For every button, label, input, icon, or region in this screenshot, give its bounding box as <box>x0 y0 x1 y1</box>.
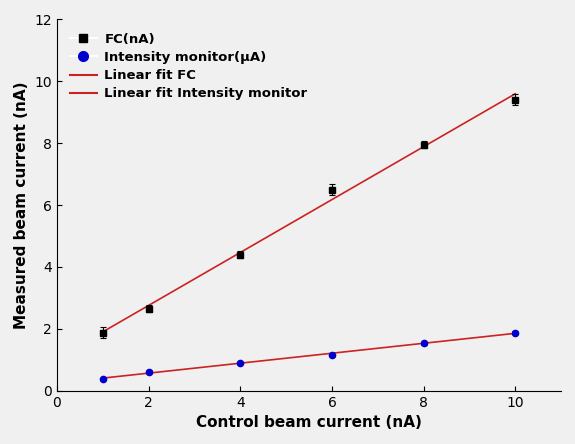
Y-axis label: Measured beam current (nA): Measured beam current (nA) <box>14 81 29 329</box>
Legend: FC(nA), Intensity monitor(μA), Linear fit FC, Linear fit Intensity monitor: FC(nA), Intensity monitor(μA), Linear fi… <box>63 26 314 107</box>
X-axis label: Control beam current (nA): Control beam current (nA) <box>196 415 422 430</box>
